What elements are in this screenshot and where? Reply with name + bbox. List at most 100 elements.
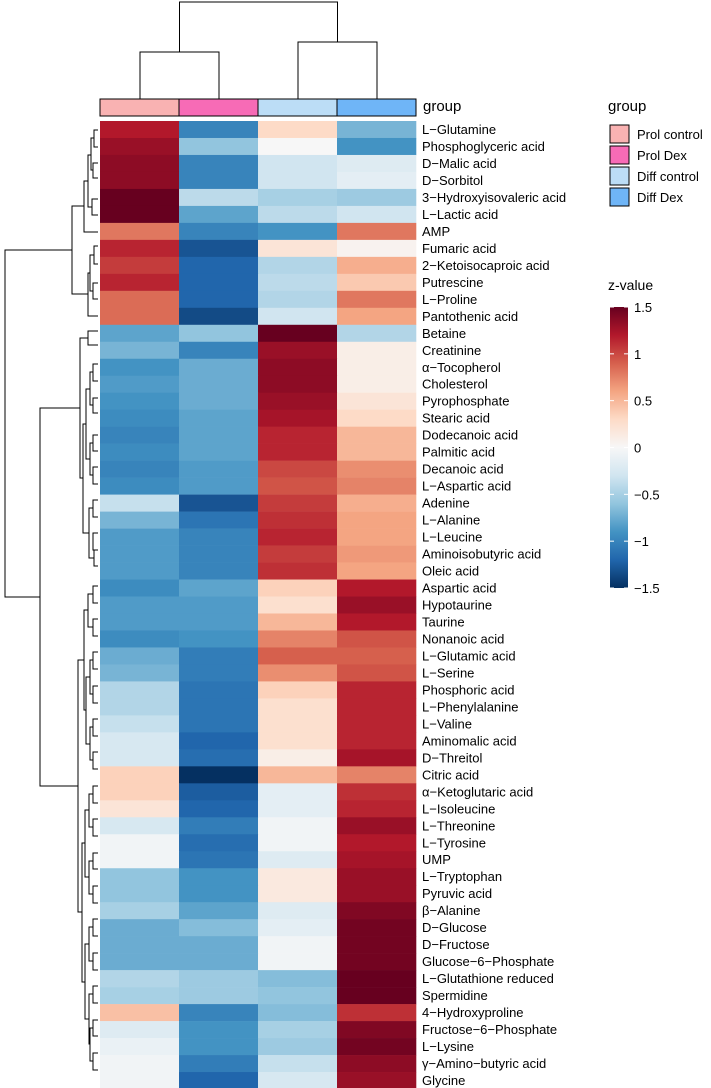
heatmap-cell bbox=[100, 1055, 180, 1073]
heatmap-cell bbox=[337, 358, 417, 377]
heatmap-cell bbox=[179, 205, 259, 224]
row-label: Oleic acid bbox=[422, 564, 479, 579]
row-label: L−Tryptophan bbox=[422, 869, 502, 884]
heatmap-cell bbox=[337, 545, 417, 563]
heatmap-cell bbox=[179, 222, 259, 241]
heatmap-cell bbox=[179, 121, 259, 139]
heatmap-cell bbox=[337, 307, 417, 326]
group-annotation-bar bbox=[99, 98, 417, 117]
row-label: Pantothenic acid bbox=[422, 309, 518, 324]
row-label: D−Fructose bbox=[422, 937, 490, 952]
heatmap-cell bbox=[179, 290, 259, 309]
heatmap-cell bbox=[258, 766, 338, 784]
row-label: Palmitic acid bbox=[422, 445, 495, 460]
heatmap-cell bbox=[179, 239, 259, 258]
color-legend: z-value −1.5 −1 −0.5 0 0.5 1 1.5 bbox=[608, 277, 660, 596]
row-label: Nonanoic acid bbox=[422, 631, 504, 646]
row-label: L−Serine bbox=[422, 665, 474, 680]
heatmap-cell bbox=[258, 698, 338, 716]
heatmap-cell bbox=[100, 307, 180, 326]
heatmap-cell bbox=[100, 596, 180, 614]
heatmap-cell bbox=[337, 273, 417, 292]
heatmap-cell bbox=[337, 137, 417, 156]
heatmap-cell bbox=[337, 256, 417, 275]
heatmap-cell bbox=[179, 511, 259, 529]
heatmap-cell bbox=[179, 545, 259, 563]
heatmap-cell bbox=[258, 613, 338, 631]
heatmap-cell bbox=[100, 273, 180, 292]
color-scale-tick-label: −1.5 bbox=[634, 581, 660, 596]
heatmap-cell bbox=[179, 919, 259, 937]
heatmap-cell bbox=[337, 664, 417, 682]
heatmap-cell bbox=[258, 528, 338, 546]
heatmap-cell bbox=[100, 749, 180, 767]
heatmap-cell bbox=[179, 1055, 259, 1073]
heatmap-cell bbox=[100, 630, 180, 648]
heatmap-cell bbox=[179, 800, 259, 818]
heatmap-cell bbox=[258, 1004, 338, 1022]
heatmap-cell bbox=[258, 664, 338, 682]
row-label: Spermidine bbox=[422, 988, 488, 1003]
row-label: Fumaric acid bbox=[422, 241, 496, 256]
heatmap-cell bbox=[258, 290, 338, 309]
heatmap-cell bbox=[258, 460, 338, 478]
heatmap-cell bbox=[179, 681, 259, 699]
heatmap-cell bbox=[100, 290, 180, 309]
heatmap-cell bbox=[179, 171, 259, 190]
heatmap-cell bbox=[179, 460, 259, 478]
group-annotation-cell bbox=[178, 98, 259, 117]
heatmap-cell bbox=[100, 664, 180, 682]
heatmap-cell bbox=[179, 1004, 259, 1022]
heatmap-cell bbox=[100, 647, 180, 665]
heatmap-cell bbox=[337, 528, 417, 546]
heatmap-cell bbox=[258, 545, 338, 563]
heatmap-cell bbox=[100, 154, 180, 173]
heatmap-cell bbox=[258, 987, 338, 1005]
heatmap-cell bbox=[337, 766, 417, 784]
row-label: Glycine bbox=[422, 1073, 465, 1088]
row-label: α−Tocopherol bbox=[422, 360, 501, 375]
heatmap-cell bbox=[258, 188, 338, 207]
group-legend-label: Prol control bbox=[637, 127, 703, 142]
row-label: Adenine bbox=[422, 496, 470, 511]
group-annotation-title: group bbox=[423, 98, 461, 115]
group-legend-swatch bbox=[609, 187, 630, 207]
heatmap-cell bbox=[258, 1038, 338, 1056]
heatmap-cell bbox=[179, 154, 259, 173]
row-label: L−Isoleucine bbox=[422, 801, 495, 816]
row-label: L−Glutamine bbox=[422, 122, 496, 137]
group-legend-label: Diff Dex bbox=[637, 190, 683, 205]
heatmap-cell bbox=[337, 409, 417, 427]
heatmap-cell bbox=[100, 1021, 180, 1039]
heatmap-cell bbox=[337, 919, 417, 937]
heatmap-cell bbox=[337, 341, 417, 360]
heatmap-cell bbox=[258, 392, 338, 410]
row-label: D−Glucose bbox=[422, 920, 487, 935]
heatmap-cell bbox=[179, 647, 259, 665]
heatmap-cell bbox=[258, 1021, 338, 1039]
row-label: Creatinine bbox=[422, 343, 481, 358]
heatmap-cell bbox=[179, 392, 259, 410]
heatmap-cell bbox=[179, 273, 259, 292]
heatmap-cell bbox=[337, 647, 417, 665]
heatmap-cell bbox=[100, 817, 180, 835]
heatmap-cell bbox=[337, 800, 417, 818]
heatmap-cell bbox=[258, 1072, 338, 1088]
group-legend-swatch bbox=[609, 124, 630, 144]
heatmap-cell bbox=[337, 783, 417, 801]
heatmap-cell bbox=[337, 1072, 417, 1088]
row-label: Phosphoglyceric acid bbox=[422, 139, 545, 154]
heatmap-cell bbox=[100, 766, 180, 784]
heatmap-cell bbox=[100, 341, 180, 360]
heatmap-cell bbox=[100, 137, 180, 156]
heatmap-cell bbox=[337, 579, 417, 597]
heatmap-cell bbox=[100, 715, 180, 733]
heatmap-cell bbox=[258, 817, 338, 835]
heatmap-cell bbox=[179, 375, 259, 394]
row-label: Pyruvic acid bbox=[422, 886, 492, 901]
row-label: Phosphoric acid bbox=[422, 682, 515, 697]
heatmap-cell bbox=[258, 579, 338, 597]
heatmap-cell bbox=[337, 1004, 417, 1022]
heatmap-cell bbox=[337, 630, 417, 648]
row-label: L−Glutathione reduced bbox=[422, 971, 554, 986]
